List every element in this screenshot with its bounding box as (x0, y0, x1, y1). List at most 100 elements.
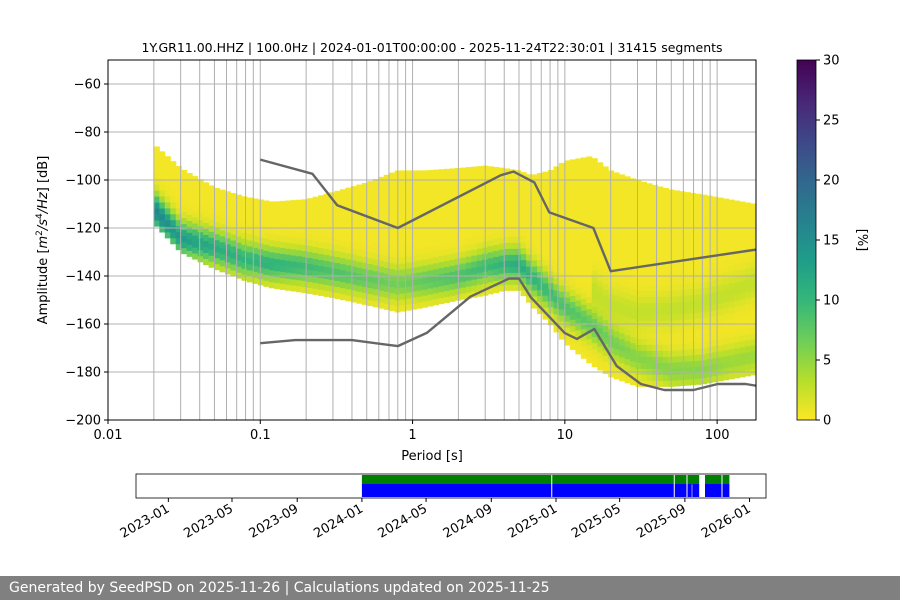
heatmap-cell (602, 277, 609, 284)
heatmap-cell (170, 207, 177, 215)
heatmap-cell (531, 200, 538, 207)
heatmap-cell (246, 221, 253, 229)
heatmap-cell (537, 301, 543, 309)
heatmap-cell (192, 205, 199, 212)
heatmap-cell (487, 191, 494, 199)
heatmap-cell (153, 178, 160, 185)
heatmap-cell (460, 233, 467, 240)
heatmap-cell (263, 262, 270, 269)
heatmap-cell (641, 242, 648, 249)
heatmap-cell (208, 189, 215, 196)
heatmap-cell (230, 252, 237, 259)
heatmap-cell (591, 312, 598, 320)
heatmap-cell (712, 285, 719, 293)
heatmap-cell (356, 207, 363, 214)
heatmap-cell (734, 329, 741, 337)
heatmap-cell (285, 206, 292, 213)
heatmap-cell (235, 224, 242, 231)
heatmap-cell (712, 237, 719, 245)
heatmap-cell (279, 229, 286, 236)
heatmap-cell (553, 187, 560, 195)
heatmap-cell (734, 233, 741, 241)
heatmap-cell (170, 177, 177, 185)
heatmap-cell (717, 266, 724, 274)
heatmap-cell (509, 278, 516, 285)
heatmap-cell (630, 282, 637, 290)
heatmap-cell (547, 198, 554, 206)
heatmap-cell (279, 271, 286, 278)
heatmap-cell (635, 302, 642, 309)
heatmap-cell (569, 259, 576, 266)
heatmap-cell (323, 230, 330, 237)
heatmap-cell (411, 201, 418, 208)
heatmap-cell (389, 196, 396, 204)
heatmap-cell (252, 211, 259, 218)
heatmap-cell (520, 217, 527, 225)
heatmap-cell (575, 287, 582, 295)
heatmap-cell (531, 278, 538, 285)
heatmap-cell (597, 274, 604, 281)
heatmap-cell (734, 200, 741, 205)
heatmap-cell (257, 260, 264, 268)
heatmap-cell (635, 200, 642, 207)
heatmap-cell (307, 215, 314, 222)
heatmap-cell (717, 344, 724, 352)
heatmap-cell (684, 325, 691, 332)
heatmap-cell (203, 240, 210, 248)
heatmap-cell (443, 182, 450, 189)
heatmap-cell (547, 306, 554, 314)
heatmap-cell (296, 225, 303, 233)
heatmap-cell (597, 250, 604, 257)
heatmap-cell (586, 236, 593, 244)
heatmap-cell (575, 263, 582, 271)
heatmap-cell (290, 261, 297, 268)
heatmap-cell (361, 214, 368, 221)
heatmap-cell (383, 213, 390, 220)
heatmap-cell (662, 236, 669, 243)
heatmap-cell (312, 222, 319, 229)
heatmap-cell (531, 236, 538, 243)
heatmap-cell (520, 193, 527, 201)
heatmap-cell (159, 151, 166, 155)
heatmap-cell (553, 241, 560, 249)
heatmap-cell (246, 239, 253, 247)
heatmap-cell (170, 201, 177, 209)
heatmap-cell (356, 261, 363, 268)
heatmap-cell (745, 273, 752, 281)
heatmap-cell (476, 224, 483, 231)
heatmap-cell (214, 221, 221, 229)
heatmap-cell (515, 248, 522, 255)
heatmap-cell (547, 252, 554, 260)
heatmap-cell (471, 255, 478, 262)
heatmap-cell (651, 218, 658, 225)
heatmap-cell (274, 216, 281, 224)
heatmap-cell (460, 197, 467, 204)
heatmap-cell (389, 244, 396, 252)
heatmap-cell (547, 204, 554, 212)
heatmap-cell (646, 260, 653, 267)
heatmap-cell (695, 330, 702, 337)
heatmap-cell (263, 274, 270, 281)
heatmap-cell (356, 195, 363, 202)
heatmap-cell (679, 247, 686, 255)
heatmap-cell (159, 184, 166, 191)
heatmap-cell (449, 247, 456, 254)
heatmap-cell (241, 202, 248, 209)
heatmap-cell (750, 356, 756, 364)
heatmap-cell (624, 196, 631, 204)
colorbar-tick-label: 25 (823, 114, 840, 129)
heatmap-cell (575, 245, 582, 253)
heatmap-cell (367, 269, 374, 277)
heatmap-cell (274, 252, 281, 260)
heatmap-cell (624, 226, 631, 234)
heatmap-cell (684, 319, 691, 326)
heatmap-cell (728, 324, 735, 332)
heatmap-cell (580, 352, 587, 359)
heatmap-cell (246, 197, 253, 199)
heatmap-cell (739, 256, 746, 264)
heatmap-cell (192, 253, 199, 260)
heatmap-cell (580, 346, 587, 353)
heatmap-cell (153, 196, 160, 203)
heatmap-cell (613, 204, 620, 212)
heatmap-cell (728, 228, 735, 236)
